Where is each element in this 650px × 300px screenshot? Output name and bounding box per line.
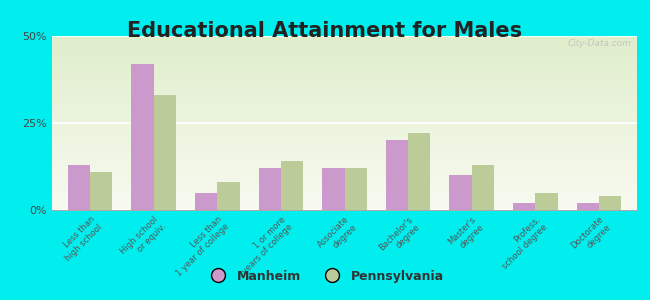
- Text: Educational Attainment for Males: Educational Attainment for Males: [127, 21, 523, 41]
- Bar: [472, 165, 494, 210]
- Bar: [90, 172, 112, 210]
- Bar: [195, 193, 217, 210]
- Bar: [68, 165, 90, 210]
- Bar: [535, 193, 558, 210]
- Bar: [386, 140, 408, 210]
- Bar: [131, 64, 154, 210]
- Text: City-Data.com: City-Data.com: [567, 40, 631, 49]
- Bar: [217, 182, 240, 210]
- Bar: [577, 203, 599, 210]
- Bar: [281, 161, 303, 210]
- Legend: Manheim, Pennsylvania: Manheim, Pennsylvania: [201, 265, 449, 288]
- Bar: [322, 168, 344, 210]
- Bar: [259, 168, 281, 210]
- Bar: [513, 203, 535, 210]
- Bar: [599, 196, 621, 210]
- Bar: [408, 134, 430, 210]
- Bar: [154, 95, 176, 210]
- Bar: [449, 175, 472, 210]
- Bar: [344, 168, 367, 210]
